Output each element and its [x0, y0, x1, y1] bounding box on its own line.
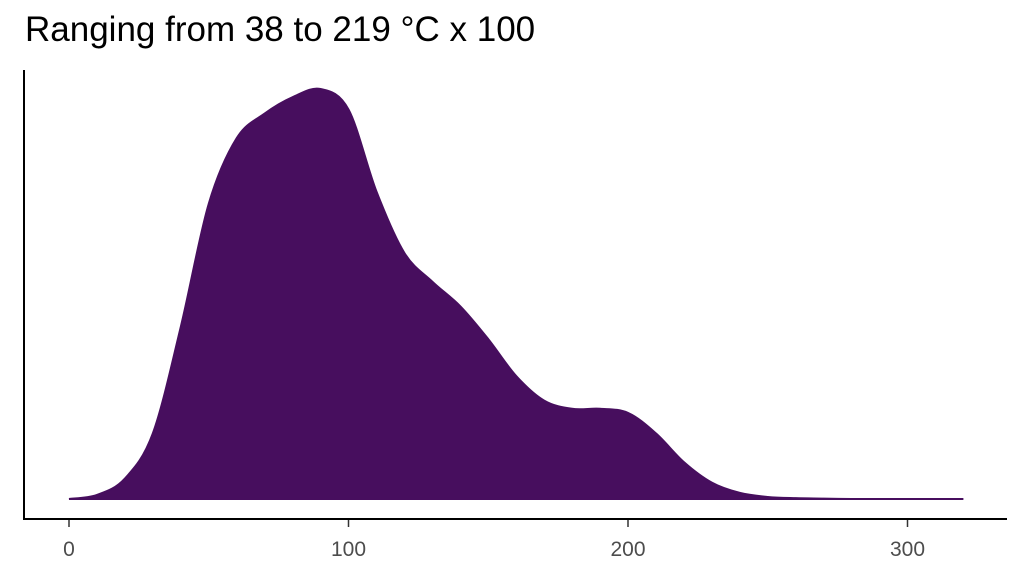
- x-tick-label: 100: [331, 538, 366, 561]
- x-tick-label: 300: [890, 538, 925, 561]
- x-tick-label: 0: [63, 538, 75, 561]
- chart-title: Ranging from 38 to 219 °C x 100: [25, 10, 536, 49]
- x-tick-label: 200: [610, 538, 645, 561]
- density-area: [68, 87, 964, 500]
- x-axis-ticks: 0 100 200 300: [63, 520, 925, 561]
- density-area-layer: [68, 87, 964, 500]
